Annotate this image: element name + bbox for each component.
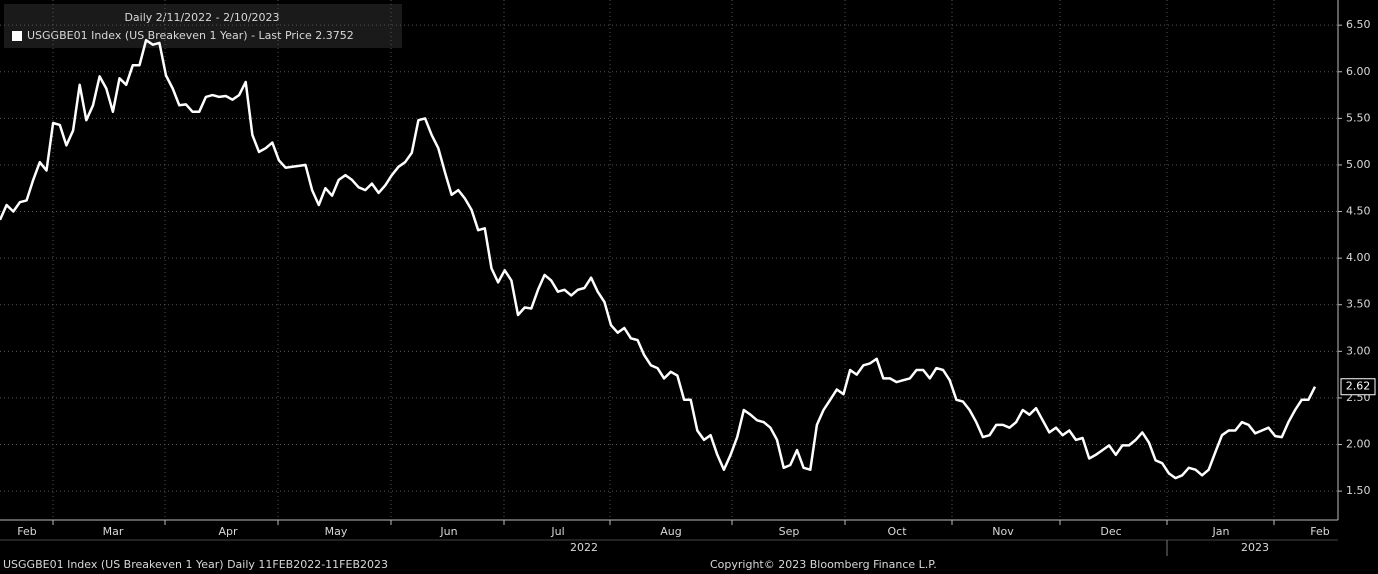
y-tick-label: 4.50 bbox=[1346, 205, 1371, 218]
x-tick-label: Apr bbox=[218, 525, 238, 538]
x-tick-label: Dec bbox=[1100, 525, 1121, 538]
x-tick-label: Feb bbox=[17, 525, 36, 538]
y-tick-label: 5.00 bbox=[1346, 158, 1371, 171]
y-tick-label: 3.50 bbox=[1346, 298, 1371, 311]
y-tick-label: 6.00 bbox=[1346, 65, 1371, 78]
x-tick-label: Nov bbox=[992, 525, 1014, 538]
footer-center: Copyright© 2023 Bloomberg Finance L.P. bbox=[710, 558, 937, 571]
y-tick-label: 6.50 bbox=[1346, 18, 1371, 31]
subtitle: Daily 2/11/2022 - 2/10/2023 bbox=[124, 11, 279, 24]
legend-label: USGGBE01 Index (US Breakeven 1 Year) - L… bbox=[27, 29, 354, 42]
price-line bbox=[0, 38, 1317, 480]
x-tick-label: Jul bbox=[550, 525, 564, 538]
x-tick-label: Jan bbox=[1212, 525, 1230, 538]
x-tick-label: Feb bbox=[1310, 525, 1329, 538]
x-tick-label: Jun bbox=[439, 525, 457, 538]
y-tick-label: 4.00 bbox=[1346, 251, 1371, 264]
x-tick-label: Aug bbox=[660, 525, 681, 538]
y-tick-label: 5.50 bbox=[1346, 111, 1371, 124]
footer-left: USGGBE01 Index (US Breakeven 1 Year) Dai… bbox=[3, 558, 388, 571]
year-label: 2022 bbox=[570, 541, 598, 554]
x-tick-label: May bbox=[325, 525, 348, 538]
last-price-label: 2.62 bbox=[1346, 380, 1371, 393]
legend-swatch bbox=[12, 31, 22, 41]
x-tick-label: Oct bbox=[887, 525, 907, 538]
last-price-box bbox=[1340, 378, 1376, 396]
x-tick-label: Mar bbox=[103, 525, 124, 538]
y-tick-label: 2.00 bbox=[1346, 438, 1371, 451]
legend-box bbox=[4, 4, 402, 48]
y-tick-label: 1.50 bbox=[1346, 484, 1371, 497]
y-tick-label: 3.00 bbox=[1346, 344, 1371, 357]
year-label: 2023 bbox=[1241, 541, 1269, 554]
x-tick-label: Sep bbox=[779, 525, 800, 538]
